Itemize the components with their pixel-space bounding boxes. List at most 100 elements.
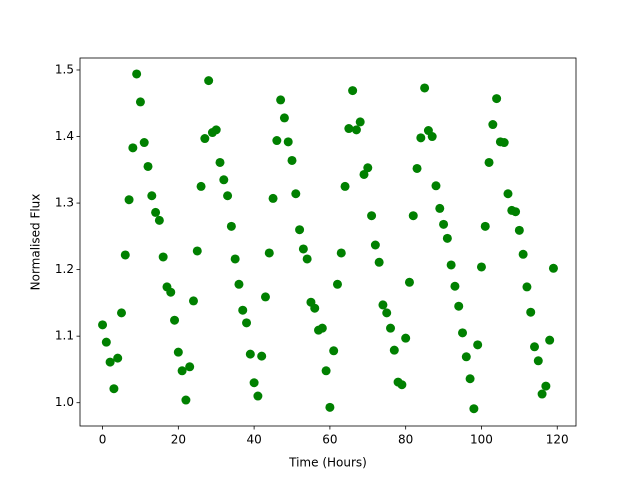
data-point (249, 378, 259, 388)
data-point (245, 349, 255, 359)
data-point (321, 366, 331, 376)
data-point (329, 346, 339, 356)
data-point (454, 301, 464, 311)
data-point (219, 175, 229, 185)
data-point (473, 340, 483, 350)
data-point (503, 189, 513, 199)
data-point (223, 191, 233, 201)
data-point (287, 155, 297, 165)
data-point (458, 328, 468, 338)
data-point (242, 318, 252, 328)
data-point (548, 263, 558, 273)
data-point (442, 233, 452, 243)
data-point (416, 133, 426, 143)
x-tick-label: 60 (322, 433, 337, 447)
data-point (420, 83, 430, 93)
data-point (412, 163, 422, 173)
data-point (404, 277, 414, 287)
y-tick-label: 1.3 (55, 196, 74, 210)
data-point (378, 300, 388, 310)
data-point (276, 95, 286, 105)
data-point (484, 157, 494, 167)
data-point (120, 250, 130, 260)
x-tick-label: 0 (99, 433, 107, 447)
data-point (359, 169, 369, 179)
data-point (230, 254, 240, 264)
data-point (234, 279, 244, 289)
data-point (530, 342, 540, 352)
data-point (511, 207, 521, 217)
data-point (295, 225, 305, 235)
data-point (279, 113, 289, 123)
data-point (272, 136, 282, 146)
data-point (325, 402, 335, 412)
data-point (355, 117, 365, 127)
data-point (476, 262, 486, 272)
data-point (537, 389, 547, 399)
data-point (397, 380, 407, 390)
data-point (351, 125, 361, 135)
data-point (488, 120, 498, 130)
y-axis-label: Normalised Flux (29, 194, 43, 291)
x-tick-label: 20 (171, 433, 186, 447)
data-point (166, 287, 176, 297)
data-point (173, 347, 183, 357)
data-point (264, 248, 274, 258)
data-point (363, 163, 373, 173)
data-point (389, 345, 399, 355)
data-point (310, 303, 320, 313)
data-point (401, 333, 411, 343)
data-point (147, 191, 157, 201)
data-point (302, 254, 312, 264)
x-tick-label: 100 (470, 433, 493, 447)
data-point (382, 308, 392, 318)
data-point (226, 221, 236, 231)
data-point (116, 308, 126, 318)
data-point (211, 125, 221, 135)
data-point (492, 94, 502, 104)
data-point (469, 404, 479, 414)
data-point (283, 137, 293, 147)
data-point (200, 134, 210, 144)
data-point (105, 357, 115, 367)
data-point (143, 161, 153, 171)
data-point (238, 305, 248, 315)
x-axis-label: Time (Hours) (288, 456, 367, 470)
data-point (298, 244, 308, 254)
x-tick-label: 80 (398, 433, 413, 447)
data-point (367, 211, 377, 221)
data-point (253, 391, 263, 401)
y-tick-label: 1.4 (55, 129, 74, 143)
data-point (177, 366, 187, 376)
data-point (336, 248, 346, 258)
data-point (124, 195, 134, 205)
data-point (101, 337, 111, 347)
data-point (522, 282, 532, 292)
data-point (135, 97, 145, 107)
data-point (439, 219, 449, 229)
data-point (386, 323, 396, 333)
data-point (268, 193, 278, 203)
data-point (215, 157, 225, 167)
data-point (374, 257, 384, 267)
plot-frame (79, 57, 577, 427)
data-point (344, 124, 354, 134)
data-point (317, 323, 327, 333)
data-point (151, 207, 161, 217)
data-point (435, 203, 445, 213)
data-point (370, 240, 380, 250)
data-point (499, 138, 509, 148)
data-point (196, 181, 206, 191)
data-point (98, 320, 108, 330)
data-point (181, 395, 191, 405)
data-point (450, 281, 460, 291)
data-point (291, 189, 301, 199)
data-point (132, 69, 142, 79)
data-point (465, 374, 475, 384)
data-point (154, 215, 164, 225)
y-tick-label: 1.5 (55, 62, 74, 76)
data-point (514, 225, 524, 235)
data-point (128, 143, 138, 153)
data-point (427, 132, 437, 142)
